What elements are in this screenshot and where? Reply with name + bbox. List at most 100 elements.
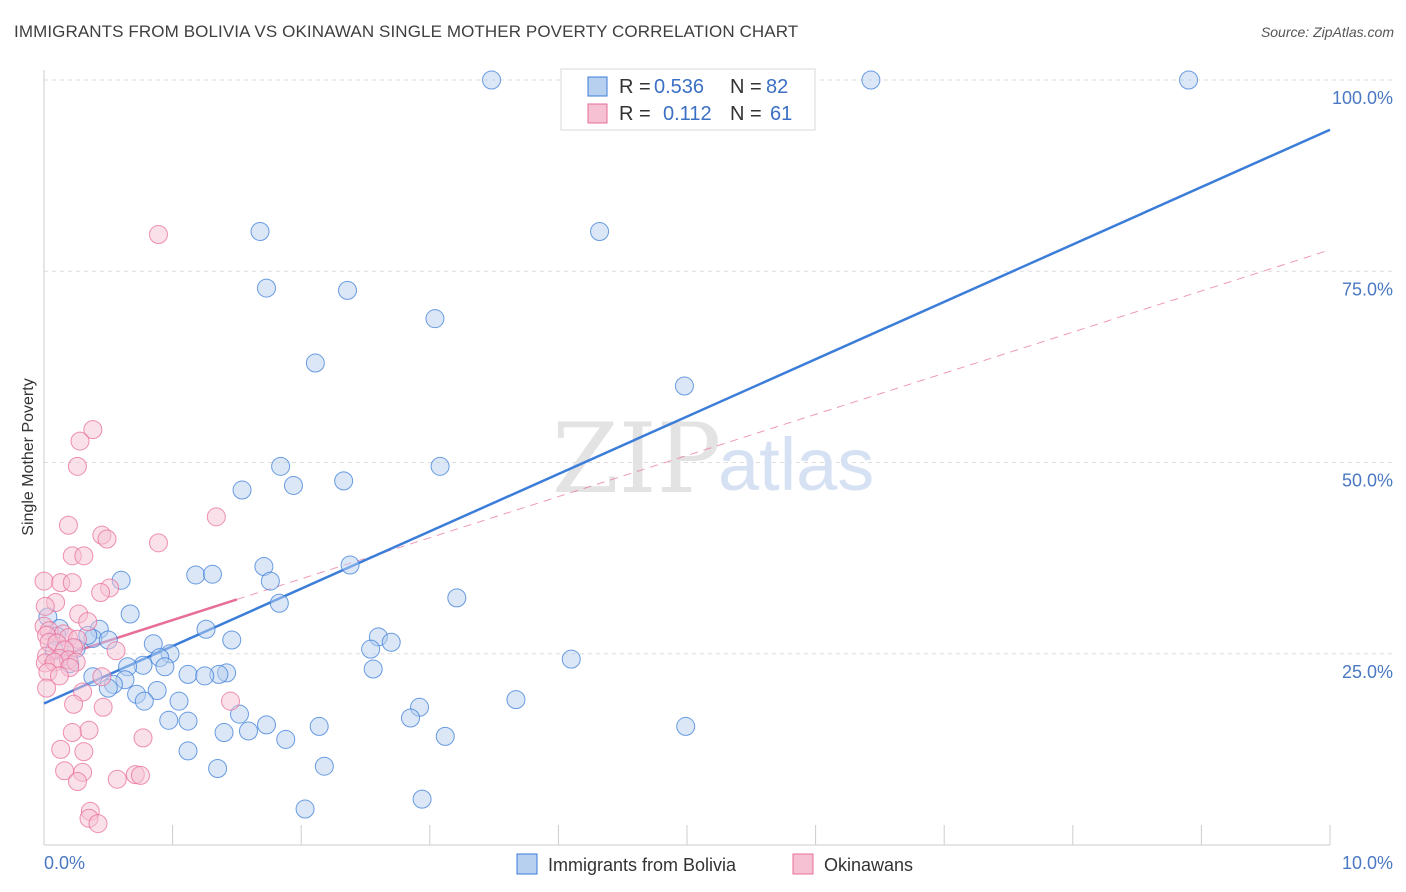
x-tick-labels: 0.0% 10.0% — [44, 853, 1393, 873]
bolivia-point-65 — [256, 715, 276, 735]
bolivia-point-63 — [159, 710, 179, 730]
okinawans-trend-extended — [236, 249, 1331, 600]
legend-n-label-2: N = — [730, 103, 762, 125]
okinawans-point-50 — [74, 742, 94, 762]
bolivia-point-58 — [506, 690, 526, 710]
bolivia-point-4 — [590, 221, 610, 241]
bolivia-point-75 — [295, 799, 315, 819]
y-tick-label-0: 25.0% — [1342, 662, 1393, 682]
x-tick-label-0: 0.0% — [44, 853, 85, 873]
okinawans-point-30 — [106, 641, 126, 661]
bolivia-point-17 — [186, 565, 206, 585]
x-ticks — [43, 825, 1331, 845]
okinawans-point-45 — [93, 697, 113, 717]
bolivia-trend-line — [43, 128, 1331, 705]
legend-r-label-1: R = — [619, 76, 651, 98]
bolivia-point-48 — [178, 664, 198, 684]
legend-n-value-2: 61 — [770, 103, 792, 125]
okinawans-point-54 — [130, 765, 150, 785]
bolivia-point-33 — [222, 630, 242, 650]
okinawans-point-48 — [133, 728, 153, 748]
okinawans-point-2 — [70, 431, 90, 451]
bolivia-point-69 — [238, 721, 258, 741]
bolivia-point-14 — [232, 480, 252, 500]
bolivia-point-13 — [334, 471, 354, 491]
legend-n-value-1: 82 — [766, 76, 788, 98]
watermark-zip: ZIP — [552, 403, 721, 515]
y-tick-label-2: 75.0% — [1342, 279, 1393, 299]
x-tick-label-1: 10.0% — [1342, 853, 1393, 873]
okinawans-point-5 — [58, 515, 78, 535]
watermark: ZIP atlas — [552, 403, 874, 515]
bolivia-point-10 — [271, 456, 291, 476]
bolivia-point-74 — [208, 759, 228, 778]
bottom-legend: Immigrants from Bolivia Okinawans — [516, 853, 913, 875]
bolivia-point-55 — [147, 680, 167, 700]
bolivia-point-59 — [134, 691, 154, 711]
okinawans-point-7 — [97, 529, 117, 549]
okinawans-point-44 — [64, 694, 84, 714]
bolivia-point-67 — [676, 716, 696, 736]
bolivia-point-50 — [195, 666, 215, 686]
bolivia-point-61 — [229, 704, 249, 724]
watermark-atlas: atlas — [718, 423, 874, 506]
okinawans-point-49 — [51, 739, 71, 759]
legend-r-label-2: R = — [619, 103, 651, 125]
legend-swatch-bolivia — [587, 76, 608, 97]
bolivia-point-70 — [435, 726, 455, 746]
bolivia-point-36 — [361, 639, 381, 659]
bottom-legend-label-okinawans: Okinawans — [824, 855, 913, 875]
bolivia-point-20 — [260, 571, 280, 591]
okinawans-point-8 — [148, 533, 168, 553]
bolivia-point-72 — [178, 741, 198, 761]
bolivia-point-64 — [178, 711, 198, 731]
bolivia-point-57 — [169, 691, 189, 711]
bolivia-point-1 — [861, 70, 881, 90]
okinawans-point-43 — [220, 691, 240, 711]
y-tick-label-3: 100.0% — [1332, 88, 1393, 108]
okinawans-point-46 — [79, 720, 99, 740]
okinawans-point-15 — [91, 583, 111, 603]
okinawans-point-19 — [78, 612, 98, 632]
okinawans-point-41 — [37, 678, 57, 698]
okinawans-point-40 — [92, 667, 112, 687]
bolivia-point-45 — [363, 659, 383, 679]
data-points — [34, 70, 1199, 834]
y-tick-label-1: 50.0% — [1342, 471, 1393, 491]
chart-title: IMMIGRANTS FROM BOLIVIA VS OKINAWAN SING… — [14, 22, 799, 41]
bolivia-point-15 — [340, 555, 360, 575]
legend-n-label-1: N = — [730, 76, 762, 98]
bolivia-point-34 — [381, 632, 401, 652]
okinawans-point-11 — [34, 571, 54, 591]
bolivia-point-71 — [276, 729, 296, 749]
bolivia-point-3 — [250, 221, 270, 241]
okinawans-point-55 — [107, 769, 127, 789]
legend-swatch-okinawans — [587, 103, 608, 124]
bolivia-point-66 — [309, 716, 329, 736]
legend-r-value-2: 0.112 — [663, 103, 712, 125]
bolivia-point-9 — [674, 376, 694, 396]
okinawans-point-39 — [49, 666, 69, 686]
okinawans-point-0 — [148, 225, 168, 245]
bolivia-point-22 — [269, 593, 289, 613]
top-legend: R = 0.536 N = 82 R = 0.112 N = 61 — [560, 68, 816, 131]
bottom-legend-label-bolivia: Immigrants from Bolivia — [548, 855, 737, 875]
bolivia-point-0 — [482, 70, 502, 90]
bottom-legend-swatch-okinawans — [792, 853, 814, 875]
legend-r-value-1: 0.536 — [654, 76, 704, 98]
bottom-legend-swatch-bolivia — [516, 853, 538, 875]
source-label: Source: ZipAtlas.com — [1260, 24, 1394, 40]
okinawans-point-4 — [206, 507, 226, 527]
bolivia-point-62 — [401, 708, 421, 728]
bolivia-point-46 — [561, 649, 581, 669]
bolivia-point-8 — [305, 353, 325, 373]
bolivia-point-11 — [430, 456, 450, 476]
bolivia-point-73 — [314, 756, 334, 776]
okinawans-point-1 — [83, 420, 103, 440]
bolivia-point-2 — [1179, 70, 1199, 90]
okinawans-point-56 — [67, 772, 87, 792]
bolivia-point-44 — [155, 657, 175, 677]
okinawans-point-13 — [62, 573, 82, 593]
bolivia-point-7 — [425, 309, 445, 329]
